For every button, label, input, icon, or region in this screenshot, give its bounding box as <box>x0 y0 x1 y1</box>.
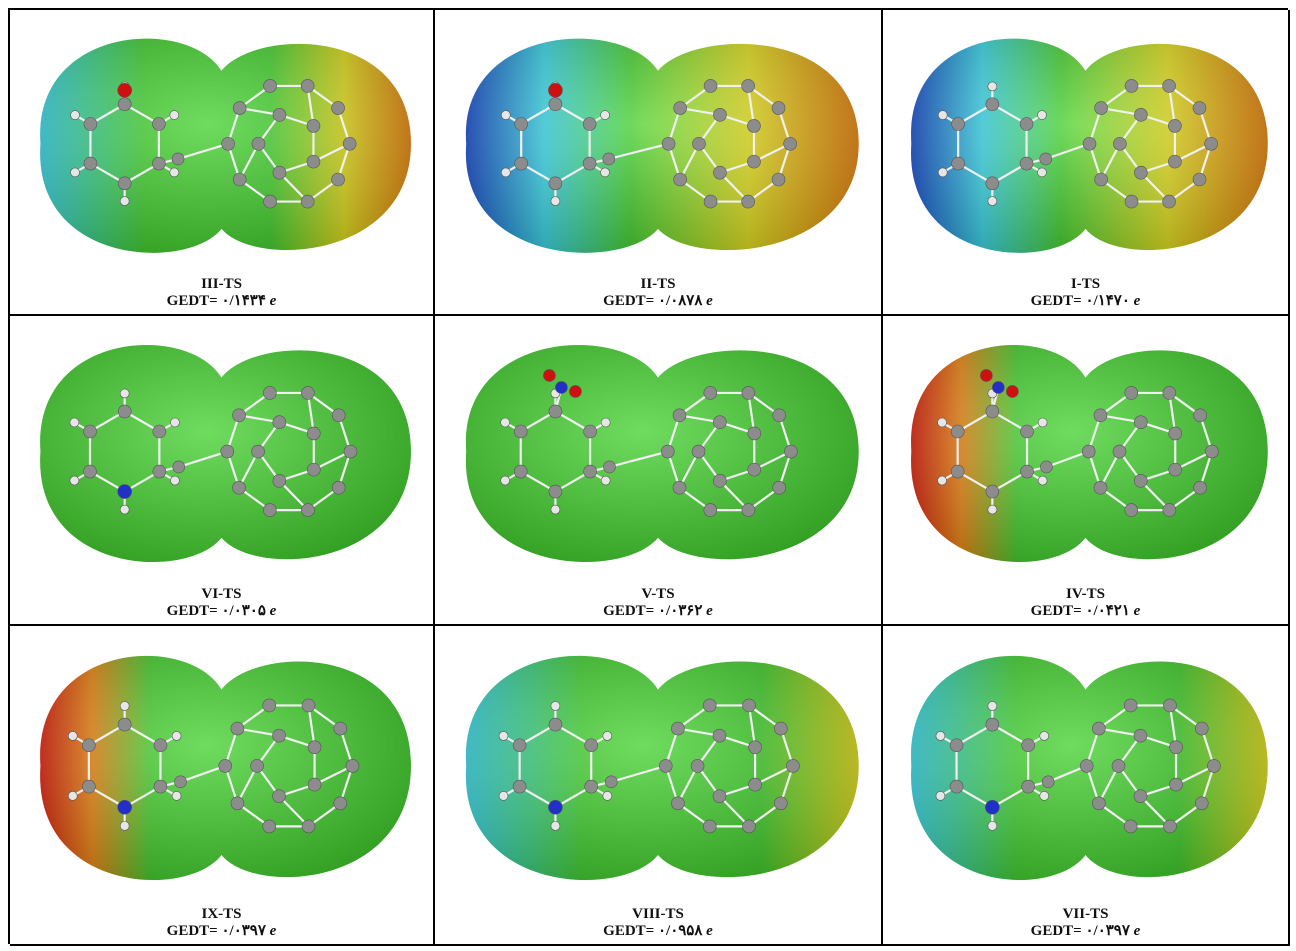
ts-label: VI-TS <box>201 586 242 602</box>
molecule-ball-and-stick <box>937 79 1218 209</box>
panel-v-ts: V-TS GEDT= ۰/۰۳۶۲ e <box>435 316 883 626</box>
ts-label: V-TS <box>641 586 675 602</box>
panel-iv-ts: IV-TS GEDT= ۰/۰۴۲۱ e <box>883 316 1290 626</box>
gedt-unit: e <box>1133 923 1141 939</box>
panel-caption: IV-TS GEDT= ۰/۰۴۲۱ e <box>883 586 1288 620</box>
gedt-value: GEDT= ۰/۰۳۹۷ e <box>883 923 1288 940</box>
ts-label: I-TS <box>1070 276 1101 292</box>
gedt-unit: e <box>269 293 277 309</box>
panel-caption: VII-TS GEDT= ۰/۰۳۹۷ e <box>883 906 1288 940</box>
molecule-surface-figure <box>40 655 411 881</box>
panel-i-ts: I-TS GEDT= ۰/۱۴۷۰ e <box>883 10 1290 316</box>
panel-caption: V-TS GEDT= ۰/۰۳۶۲ e <box>435 586 881 620</box>
panel-caption: III-TS GEDT= ۰/۱۴۳۴ e <box>10 276 433 310</box>
gedt-text: GEDT= ۰/۱۴۳۴ <box>166 293 270 309</box>
molecule-ball-and-stick <box>500 369 798 517</box>
molecule-ball-and-stick <box>937 369 1219 517</box>
ts-label: III-TS <box>201 276 242 292</box>
panel-ix-ts: IX-TS GEDT= ۰/۰۳۹۷ e <box>10 626 435 946</box>
gedt-text: GEDT= ۰/۰۹۵۸ <box>603 923 707 939</box>
gedt-text: GEDT= ۰/۱۴۷۰ <box>1030 293 1134 309</box>
panel-caption: VIII-TS GEDT= ۰/۰۹۵۸ e <box>435 906 881 940</box>
gedt-unit: e <box>1133 603 1141 619</box>
molecule-surface-figure <box>40 344 411 563</box>
gedt-value: GEDT= ۰/۰۴۲۱ e <box>883 603 1288 620</box>
molecule-ball-and-stick <box>935 698 1221 834</box>
gedt-unit: e <box>269 603 277 619</box>
molecule-ball-and-stick <box>500 79 797 209</box>
molecule-surface-figure <box>465 344 859 563</box>
panel-ii-ts: II-TS GEDT= ۰/۰۸۷۸ e <box>435 10 883 316</box>
molecule-surface-figure <box>911 655 1268 881</box>
ts-label: II-TS <box>640 276 676 292</box>
molecule-ball-and-stick <box>69 386 358 517</box>
gedt-unit: e <box>706 603 713 619</box>
molecule-ball-and-stick <box>498 698 800 834</box>
molecule-surface-figure <box>465 655 859 881</box>
ts-label: VII-TS <box>1062 906 1109 922</box>
ts-label: IV-TS <box>1066 586 1105 602</box>
panel-caption: I-TS GEDT= ۰/۱۴۷۰ e <box>883 276 1288 310</box>
gedt-text: GEDT= ۰/۰۳۰۵ <box>166 603 270 619</box>
gedt-unit: e <box>1133 293 1141 309</box>
panel-caption: VI-TS GEDT= ۰/۰۳۰۵ e <box>10 586 433 620</box>
panel-vi-ts: VI-TS GEDT= ۰/۰۳۰۵ e <box>10 316 435 626</box>
panel-caption: IX-TS GEDT= ۰/۰۳۹۷ e <box>10 906 433 940</box>
panel-vii-ts: VII-TS GEDT= ۰/۰۳۹۷ e <box>883 626 1290 946</box>
gedt-text: GEDT= ۰/۰۸۷۸ <box>603 293 707 309</box>
gedt-value: GEDT= ۰/۰۳۹۷ e <box>10 923 433 940</box>
molecule-surface-figure <box>40 38 411 253</box>
gedt-value: GEDT= ۰/۰۳۶۲ e <box>435 603 881 620</box>
molecule-surface-figure <box>465 38 859 253</box>
molecule-surface-figure <box>911 344 1268 563</box>
gedt-unit: e <box>269 923 277 939</box>
gedt-text: GEDT= ۰/۰۴۲۱ <box>1030 603 1134 619</box>
gedt-value: GEDT= ۰/۰۹۵۸ e <box>435 923 881 940</box>
gedt-value: GEDT= ۰/۱۴۳۴ e <box>10 293 433 310</box>
gedt-value: GEDT= ۰/۰۳۰۵ e <box>10 603 433 620</box>
ts-label: VIII-TS <box>632 906 684 922</box>
panel-iii-ts: III-TS GEDT= ۰/۱۴۳۴ e <box>10 10 435 316</box>
molecule-surface-figure <box>911 38 1268 253</box>
molecule-ball-and-stick <box>70 79 357 209</box>
gedt-value: GEDT= ۰/۰۸۷۸ e <box>435 293 881 310</box>
gedt-text: GEDT= ۰/۰۳۶۲ <box>603 603 707 619</box>
panel-viii-ts: VIII-TS GEDT= ۰/۰۹۵۸ e <box>435 626 883 946</box>
gedt-value: GEDT= ۰/۱۴۷۰ e <box>883 293 1288 310</box>
ts-label: IX-TS <box>201 906 242 922</box>
gedt-unit: e <box>706 293 713 309</box>
gedt-text: GEDT= ۰/۰۳۹۷ <box>1030 923 1134 939</box>
gedt-unit: e <box>706 923 713 939</box>
gedt-text: GEDT= ۰/۰۳۹۷ <box>166 923 270 939</box>
panel-caption: II-TS GEDT= ۰/۰۸۷۸ e <box>435 276 881 310</box>
molecule-ball-and-stick <box>67 698 360 834</box>
